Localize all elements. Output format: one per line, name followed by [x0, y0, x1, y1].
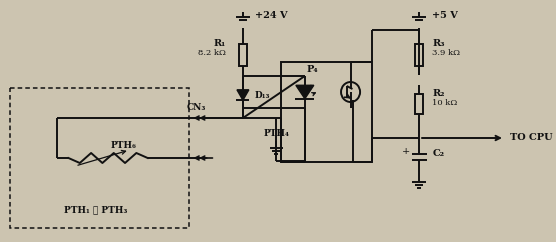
Text: +: +: [401, 146, 410, 156]
Bar: [281, 62, 371, 162]
Bar: [239, 44, 247, 66]
Text: D₁₃: D₁₃: [254, 91, 270, 99]
Text: R₃: R₃: [433, 38, 445, 47]
Text: CN₃: CN₃: [186, 104, 206, 113]
Bar: [415, 44, 424, 66]
Text: R₂: R₂: [433, 89, 445, 98]
Text: R₁: R₁: [214, 38, 226, 47]
Text: PTH₄: PTH₄: [263, 129, 289, 137]
Polygon shape: [296, 85, 314, 99]
Text: TO CPU: TO CPU: [510, 134, 552, 143]
Text: 3.9 kΩ: 3.9 kΩ: [433, 49, 460, 57]
Text: 8.2 kΩ: 8.2 kΩ: [198, 49, 226, 57]
Polygon shape: [237, 90, 249, 100]
Text: P₄: P₄: [306, 66, 318, 75]
Text: +5 V: +5 V: [431, 12, 458, 21]
Text: PTH₁ ⋯ PTH₃: PTH₁ ⋯ PTH₃: [63, 205, 127, 214]
Text: +24 V: +24 V: [255, 12, 288, 21]
Text: 10 kΩ: 10 kΩ: [433, 99, 458, 107]
Bar: [415, 94, 424, 114]
Text: C₂: C₂: [433, 149, 445, 158]
Text: PTH₆: PTH₆: [111, 142, 137, 151]
